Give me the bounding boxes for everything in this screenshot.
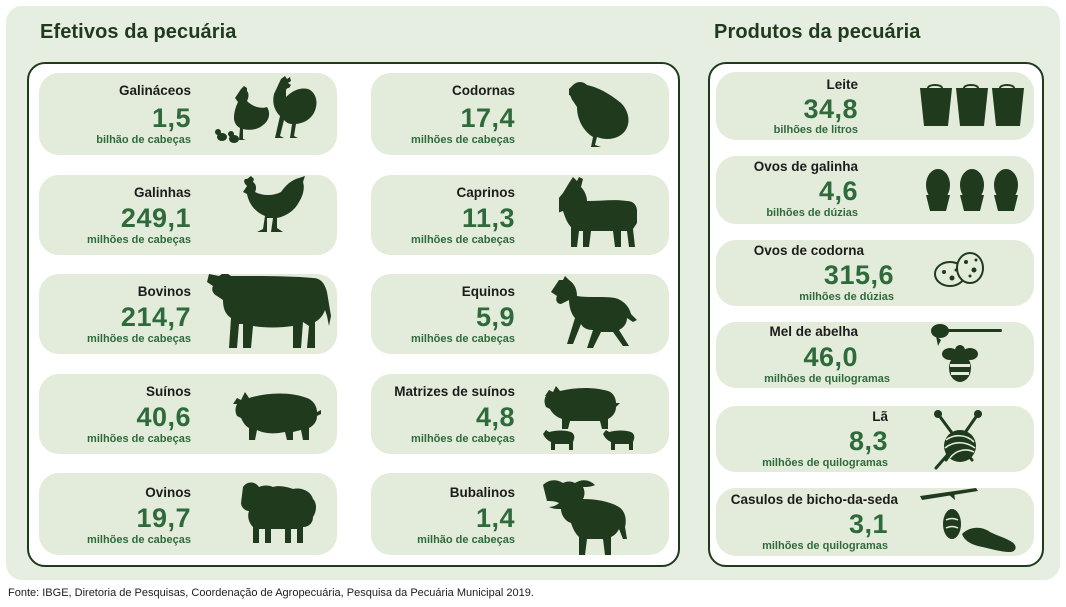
card-label: Suínos (145, 384, 191, 399)
card-label: Lã (872, 409, 888, 424)
card-la: Lã 8,3 milhões de quilogramas (716, 406, 1034, 472)
card-unit: milhões de cabeças (87, 433, 191, 445)
card-unit: milhões de cabeças (411, 333, 515, 345)
card-label: Leite (826, 77, 858, 92)
card-value: 315,6 (823, 260, 894, 290)
section-title-produtos: Produtos da pecuária (714, 21, 921, 43)
card-value: 1,4 (475, 503, 515, 533)
card-value: 8,3 (848, 426, 888, 456)
quail-eggs-icon (932, 250, 986, 290)
card-unit: bilhões de litros (773, 124, 858, 136)
card-value: 3,1 (848, 509, 888, 539)
card-label: Ovinos (145, 485, 191, 500)
card-mel-abelha: Mel de abelha 46,0 milhões de quilograma… (716, 322, 1034, 388)
card-value: 1,5 (151, 103, 191, 133)
card-label: Bovinos (137, 284, 191, 299)
produtos-panel (708, 62, 1044, 567)
card-value: 40,6 (136, 402, 191, 432)
card-label: Mel de abelha (769, 324, 858, 339)
silkworm-cocoon-icon (916, 488, 1028, 556)
card-value: 11,3 (461, 203, 515, 233)
card-casulos: Casulos de bicho-da-seda 3,1 milhões de … (716, 488, 1034, 556)
card-value: 19,7 (136, 503, 191, 533)
card-value: 214,7 (120, 302, 191, 332)
card-unit: bilhão de cabeças (96, 134, 191, 146)
cow-icon (207, 274, 337, 354)
card-caprinos: Caprinos 11,3 milhões de cabeças (371, 175, 669, 255)
card-label: Galinhas (133, 185, 191, 200)
quail-icon (565, 79, 635, 149)
card-matrizes-suinos: Matrizes de suínos 4,8 milhões de cabeça… (371, 374, 669, 454)
card-unit: milhões de dúzias (799, 291, 894, 303)
source-footnote: Fonte: IBGE, Diretoria de Pesquisas, Coo… (8, 587, 534, 599)
card-unit: milhões de quilogramas (764, 373, 890, 385)
sheep-icon (239, 479, 319, 549)
horse-icon (547, 276, 637, 352)
card-ovos-codorna: Ovos de codorna 315,6 milhões de dúzias (716, 240, 1034, 306)
rooster-hen-chick-icon (215, 75, 335, 149)
card-label: Bubalinos (449, 485, 515, 500)
card-galinhas: Galinhas 249,1 milhões de cabeças (39, 175, 337, 255)
card-value: 249,1 (120, 203, 191, 233)
card-unit: milhões de cabeças (87, 234, 191, 246)
card-value: 4,8 (475, 402, 515, 432)
card-unit: milhões de cabeças (411, 433, 515, 445)
card-equinos: Equinos 5,9 milhões de cabeças (371, 274, 669, 354)
hen-icon (239, 175, 311, 245)
card-unit: milhões de cabeças (87, 534, 191, 546)
card-unit: milhão de cabeças (417, 534, 515, 546)
section-title-efetivos: Efetivos da pecuária (40, 21, 237, 43)
card-label: Ovos de codorna (753, 243, 864, 258)
card-unit: milhões de quilogramas (762, 457, 888, 469)
card-bubalinos: Bubalinos 1,4 milhão de cabeças (371, 473, 669, 555)
card-bovinos: Bovinos 214,7 milhões de cabeças (39, 274, 337, 354)
card-unit: bilhões de dúzias (766, 207, 858, 219)
card-label: Caprinos (456, 185, 515, 200)
card-value: 34,8 (803, 94, 858, 124)
card-ovinos: Ovinos 19,7 milhões de cabeças (39, 473, 337, 555)
buffalo-icon (541, 477, 633, 555)
card-label: Casulos de bicho-da-seda (730, 492, 898, 507)
card-ovos-galinha: Ovos de galinha 4,6 bilhões de dúzias (716, 156, 1034, 224)
card-label: Codornas (451, 83, 515, 98)
card-label: Galináceos (118, 83, 191, 98)
card-unit: milhões de cabeças (411, 134, 515, 146)
card-unit: milhões de cabeças (87, 333, 191, 345)
card-label: Equinos (461, 284, 515, 299)
card-unit: milhões de cabeças (411, 234, 515, 246)
card-label: Ovos de galinha (753, 159, 858, 174)
card-unit: milhões de quilogramas (762, 540, 888, 552)
pig-icon (231, 384, 321, 442)
card-value: 17,4 (460, 103, 515, 133)
card-value: 4,6 (818, 176, 858, 206)
eggs-icon (924, 167, 1024, 213)
goat-icon (559, 175, 643, 249)
sow-piglets-icon (541, 382, 641, 452)
card-value: 5,9 (475, 302, 515, 332)
card-leite: Leite 34,8 bilhões de litros (716, 72, 1034, 140)
honey-bee-icon (930, 322, 1006, 388)
card-label: Matrizes de suínos (394, 384, 515, 399)
card-suinos: Suínos 40,6 milhões de cabeças (39, 374, 337, 454)
card-codornas: Codornas 17,4 milhões de cabeças (371, 73, 669, 155)
card-value: 46,0 (803, 342, 858, 372)
card-galinaceos: Galináceos 1,5 bilhão de cabeças (39, 73, 337, 155)
milk-buckets-icon (918, 84, 1028, 128)
yarn-ball-icon (928, 408, 992, 472)
